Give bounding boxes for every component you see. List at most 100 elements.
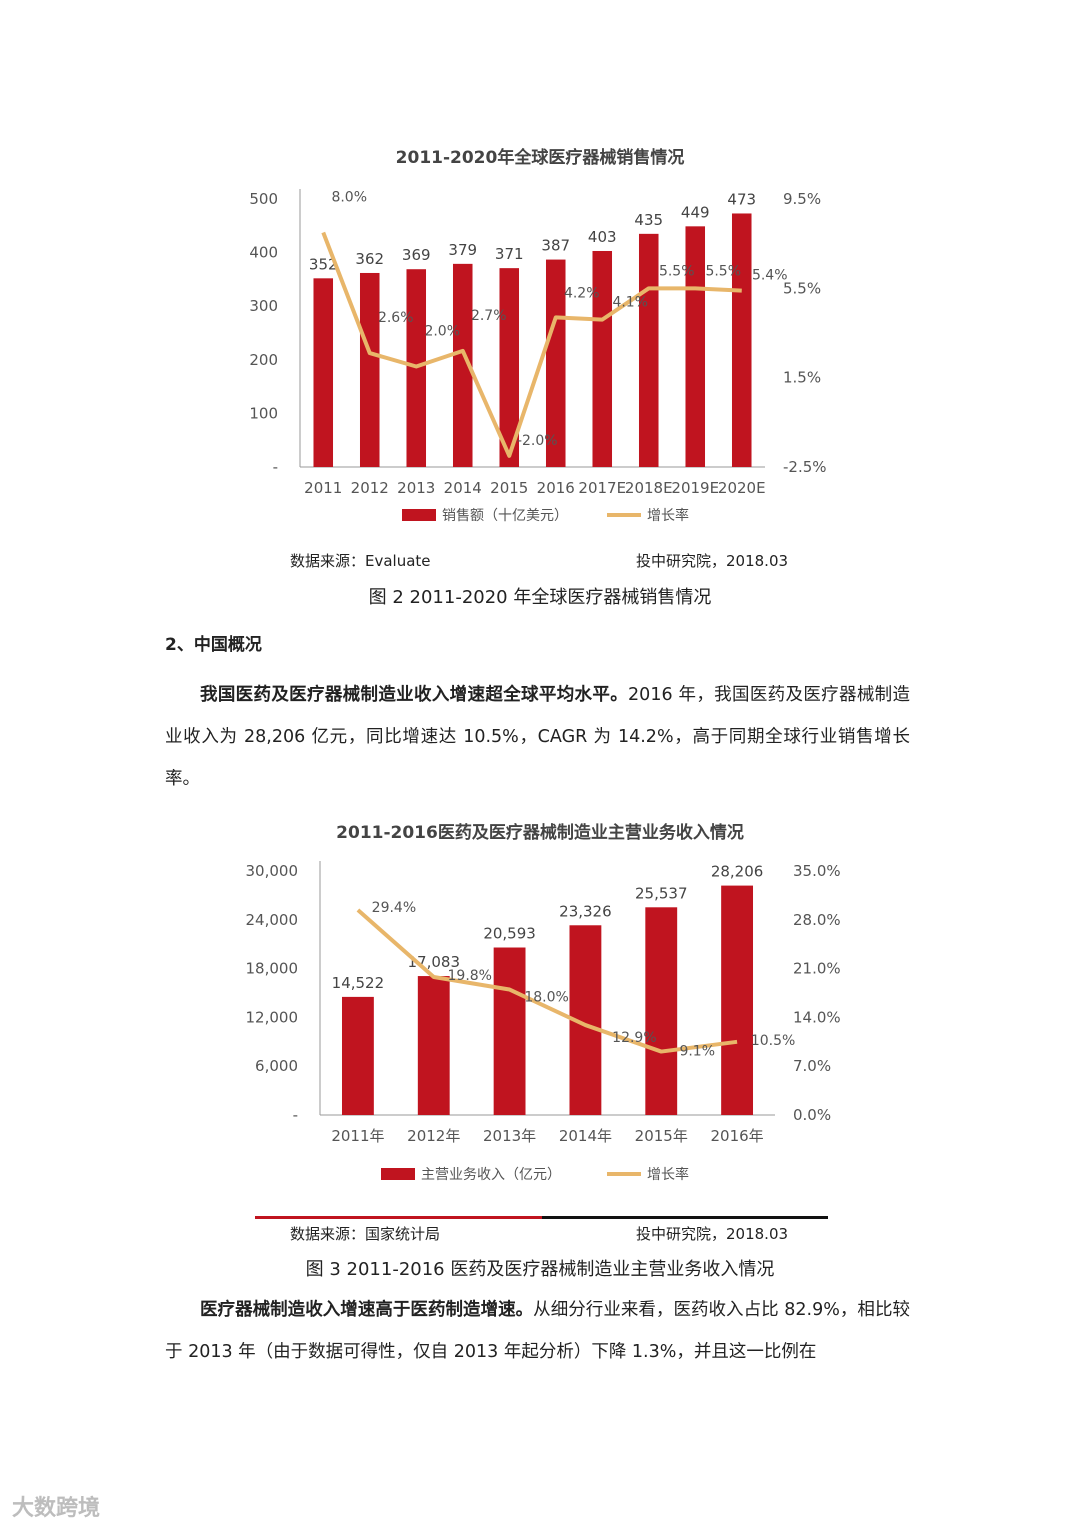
line-value-label: 2.0% (424, 324, 460, 340)
bar (359, 272, 380, 467)
y2-tick-label: 35.0% (793, 862, 841, 880)
bar-value-label: 371 (495, 245, 524, 263)
y-tick-label: 30,000 (246, 862, 299, 880)
line-value-label: 18.0% (524, 990, 568, 1006)
y-tick-label: 200 (249, 351, 278, 369)
divider-black (542, 1216, 828, 1219)
china-revenue-chart: 2011-2016医药及医疗器械制造业主营业务收入情况 30,000 24,000… (246, 822, 841, 1183)
line-value-label: 29.4% (372, 900, 416, 916)
source-right: 投中研究院，2018.03 (636, 1225, 789, 1243)
y-tick-label: 18,000 (246, 960, 299, 978)
line-value-label: 2.7% (471, 308, 507, 324)
bar-value-label: 379 (448, 241, 477, 259)
bar (545, 259, 566, 467)
bar (645, 907, 678, 1115)
y-tick-label: - (293, 1106, 298, 1124)
bar-value-label: 23,326 (559, 902, 612, 920)
divider-red (255, 1216, 542, 1219)
x-tick-label: 2014 (444, 479, 482, 497)
x-tick-label: 2012年 (407, 1127, 460, 1145)
bar-value-label: 473 (727, 190, 756, 208)
source-right: 投中研究院，2018.03 (636, 552, 789, 570)
line-value-label: 5.5% (705, 263, 741, 279)
y-tick-label: 24,000 (246, 911, 299, 929)
x-tick-label: 2017E (578, 479, 626, 497)
x-tick-label: 2020E (718, 479, 766, 497)
x-tick-label: 2015年 (635, 1127, 688, 1145)
line-value-label: 5.4% (752, 268, 788, 284)
y-tick-label: 400 (249, 244, 278, 262)
legend-line-swatch (607, 513, 641, 517)
y2-tick-label: 21.0% (793, 960, 841, 978)
line-value-label: 5.5% (659, 263, 695, 279)
bar-value-label: 352 (309, 255, 338, 273)
legend-line-label: 增长率 (647, 507, 689, 524)
legend-line-label: 增长率 (647, 1166, 689, 1183)
x-tick-label: 2014年 (559, 1127, 612, 1145)
bar-value-label: 387 (541, 237, 570, 255)
y-tick-label: 300 (249, 297, 278, 315)
y2-tick-label: 0.0% (793, 1106, 831, 1124)
y2-tick-label: 9.5% (783, 190, 821, 208)
bar (417, 976, 450, 1115)
legend-line-swatch (607, 1172, 641, 1176)
y2-tick-label: 1.5% (783, 369, 821, 387)
y-tick-label: - (273, 458, 278, 476)
line-value-label: 10.5% (751, 1033, 795, 1049)
y2-tick-label: 5.5% (783, 279, 821, 297)
paragraph-2-bold: 医疗器械制造收入增速高于医药制造增速。 (200, 1300, 534, 1320)
watermark-logo: 大数跨境 (12, 1496, 101, 1521)
y2-tick-label: 14.0% (793, 1008, 841, 1026)
line-value-label: 8.0% (331, 190, 367, 206)
line-value-label: 2.6% (378, 310, 414, 326)
y-tick-label: 12,000 (246, 1008, 299, 1026)
line-value-label: 4.1% (612, 295, 648, 311)
bar-value-label: 435 (634, 211, 663, 229)
source-left: 数据来源：Evaluate (290, 552, 431, 570)
chart-title: 2011-2016医药及医疗器械制造业主营业务收入情况 (336, 822, 744, 843)
global-sales-chart: 2011-2020年全球医疗器械销售情况 500 400 300 200 100 - 9.5… (249, 147, 826, 524)
bar (452, 263, 473, 467)
bar-value-label: 449 (681, 203, 710, 221)
paragraph-1-bold: 我国医药及医疗器械制造业收入增速超全球平均水平。 (200, 685, 629, 705)
bar (721, 885, 754, 1115)
paragraph-2-text: 从细分行业来看，医药收入占比 82.9%，相比较于 2013 年（由于数据可得性… (165, 1300, 910, 1362)
bar (313, 278, 334, 467)
bar-value-label: 25,537 (635, 884, 688, 902)
x-tick-label: 2018E (625, 479, 673, 497)
source-left: 数据来源：国家统计局 (290, 1225, 441, 1243)
legend-bar-swatch (381, 1168, 415, 1180)
x-tick-label: 2011年 (331, 1127, 384, 1145)
line-value-label: 12.9% (612, 1030, 656, 1046)
bar (341, 996, 374, 1115)
x-tick-label: 2013年 (483, 1127, 536, 1145)
bar-value-label: 362 (355, 250, 384, 268)
x-tick-label: 2016年 (710, 1127, 763, 1145)
y-tick-label: 6,000 (255, 1057, 298, 1075)
line-value-label: 4.2% (564, 285, 600, 301)
line-value-label: 9.1% (679, 1044, 715, 1060)
legend-bar-swatch (402, 509, 436, 521)
legend-bar-label: 销售额（十亿美元） (442, 508, 568, 524)
bar (638, 233, 659, 467)
line-value-label: -2.0% (517, 433, 558, 449)
bar-value-label: 20,593 (483, 925, 536, 943)
paragraph-1: 我国医药及医疗器械制造业收入增速超全球平均水平。2016 年，我国医药及医疗器械… (165, 674, 910, 800)
bar (493, 947, 526, 1115)
section-heading: 2、中国概况 (165, 635, 262, 655)
x-tick-label: 2013 (397, 479, 435, 497)
x-tick-label: 2016 (537, 479, 575, 497)
y-tick-label: 100 (249, 404, 278, 422)
x-tick-label: 2011 (304, 479, 342, 497)
bar (592, 250, 613, 467)
bar-value-label: 369 (402, 246, 431, 264)
x-tick-label: 2019E (671, 479, 719, 497)
growth-rate-line (356, 908, 738, 1054)
chart-title: 2011-2020年全球医疗器械销售情况 (396, 147, 685, 168)
legend-bar-label: 主营业务收入（亿元） (421, 1167, 561, 1183)
y-tick-label: 500 (249, 190, 278, 208)
figure-caption: 图 3 2011-2016 医药及医疗器械制造业主营业务收入情况 (305, 1259, 775, 1280)
bar-value-label: 28,206 (711, 863, 764, 881)
y2-tick-label: 7.0% (793, 1057, 831, 1075)
y2-tick-label: 28.0% (793, 911, 841, 929)
